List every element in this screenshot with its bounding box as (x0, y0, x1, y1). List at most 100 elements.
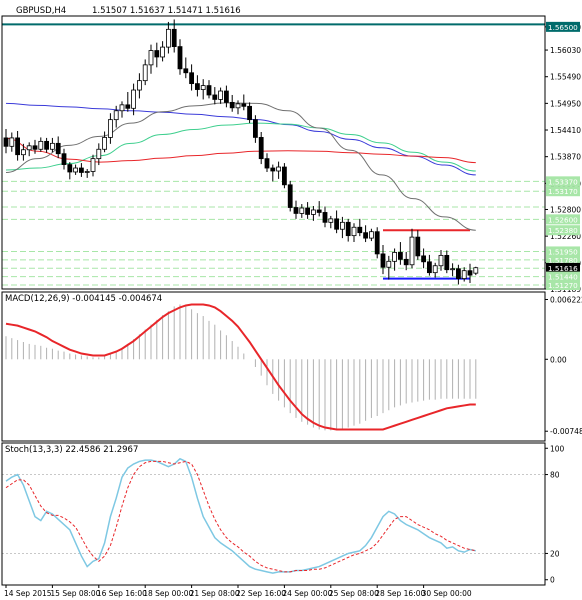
candle (96, 143, 102, 166)
candle (438, 249, 444, 271)
candle-body (473, 267, 479, 274)
price-level-badge: 1.51270 (546, 280, 580, 291)
price-badge-label: 1.51616 (548, 264, 578, 273)
macd-signal (5, 303, 476, 431)
price-level-badge: 1.56500 (546, 21, 580, 32)
candle-body (67, 164, 73, 173)
candle-body (189, 72, 195, 85)
moving-average-line (5, 102, 476, 176)
candle-body (247, 105, 253, 121)
candle-body (32, 145, 38, 150)
price-badge-bg (546, 214, 580, 225)
stoch-signal-line (5, 460, 476, 573)
candle-body (212, 94, 218, 100)
candle (363, 225, 369, 243)
candle (67, 162, 73, 180)
stoch-grid (2, 474, 545, 554)
candle (20, 143, 26, 161)
macd-panel-frame (1, 291, 546, 442)
candle (357, 218, 363, 237)
candle (415, 230, 421, 260)
candle-body (380, 253, 386, 268)
candle-body (374, 231, 380, 255)
candle (426, 254, 432, 276)
candle-body (177, 46, 183, 70)
candle (183, 57, 189, 79)
candle-body (397, 252, 403, 260)
price-tick-label: 1.56030 (550, 46, 581, 55)
price-level-badge: 1.52600 (546, 214, 580, 225)
candle (316, 201, 322, 217)
candle-body (415, 236, 421, 257)
candle-body (171, 28, 177, 48)
candle-body (50, 142, 55, 150)
price-badge-bg (546, 176, 580, 187)
candle-body (96, 148, 102, 160)
macd-label: MACD(12,26,9) -0.004145 -0.004674 (5, 294, 162, 304)
current-price-badge: 1.51616 (546, 262, 580, 273)
candle-body (339, 221, 345, 230)
candle-body (229, 101, 235, 109)
macd-tick-label: -0.007482 (550, 427, 582, 436)
candle-body (345, 221, 351, 237)
price-badge-bg (546, 186, 580, 197)
candle (374, 227, 380, 259)
moving-average-line (5, 122, 476, 172)
time-tick-label: 21 Sep 08:00 (190, 589, 240, 598)
time-tick-label: 16 Sep 16:00 (97, 589, 147, 598)
candle (26, 142, 32, 157)
candle (328, 215, 334, 229)
price-tick-label: 1.54410 (550, 126, 581, 135)
candle (339, 216, 345, 239)
macd-signal-line (5, 303, 476, 431)
time-tick-label: 28 Sep 16:00 (375, 589, 425, 598)
candle (218, 87, 224, 104)
candle-body (165, 28, 171, 48)
time-tick-label: 25 Sep 08:00 (329, 589, 379, 598)
candle-body (73, 167, 78, 173)
candle-body (38, 140, 44, 150)
time-tick-label: 15 Sep 08:00 (50, 589, 100, 598)
time-tick-label: 24 Sep 00:00 (282, 589, 332, 598)
candle-body (270, 167, 276, 172)
candle-body (455, 268, 461, 279)
candle (113, 105, 119, 128)
candle-body (44, 140, 49, 150)
candle (3, 129, 9, 154)
stoch-tick-label: 20 (550, 549, 560, 558)
candle (55, 136, 61, 159)
candle (165, 21, 171, 54)
candle (90, 154, 96, 177)
candle-body (26, 145, 32, 151)
candle-body (334, 218, 340, 230)
price-badge-bg (546, 280, 580, 291)
price-level-badge: 1.51950 (546, 246, 580, 257)
candle-body (305, 207, 311, 215)
candle (61, 148, 67, 170)
stoch-main-line (5, 457, 476, 574)
price-level-badge: 1.51440 (546, 271, 580, 282)
price-badge-bg (546, 271, 580, 282)
candle-body (61, 153, 67, 165)
candle-body (235, 103, 241, 109)
candle (119, 101, 125, 118)
candle (403, 251, 409, 271)
price-level-badge: 1.51780 (546, 254, 580, 265)
panel-frames (1, 15, 546, 586)
candle-body (264, 158, 270, 169)
candle (322, 206, 328, 228)
candle (223, 85, 229, 108)
price-tick-label: 1.55490 (550, 73, 581, 82)
candle-body (258, 137, 264, 160)
macd-tick-label: 0.00 (550, 355, 567, 364)
candle-body (79, 167, 84, 173)
candle-body (299, 207, 305, 214)
candle (73, 164, 78, 175)
price-tick-label: 1.54950 (550, 99, 581, 108)
price-level-badge: 1.53370 (546, 176, 580, 187)
candle-body (392, 252, 398, 262)
candle-body (200, 85, 206, 90)
price-level-badge: 1.53170 (546, 186, 580, 197)
candle (9, 132, 15, 152)
